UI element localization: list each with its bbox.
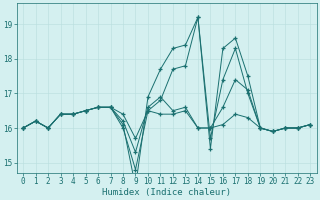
- X-axis label: Humidex (Indice chaleur): Humidex (Indice chaleur): [102, 188, 231, 197]
